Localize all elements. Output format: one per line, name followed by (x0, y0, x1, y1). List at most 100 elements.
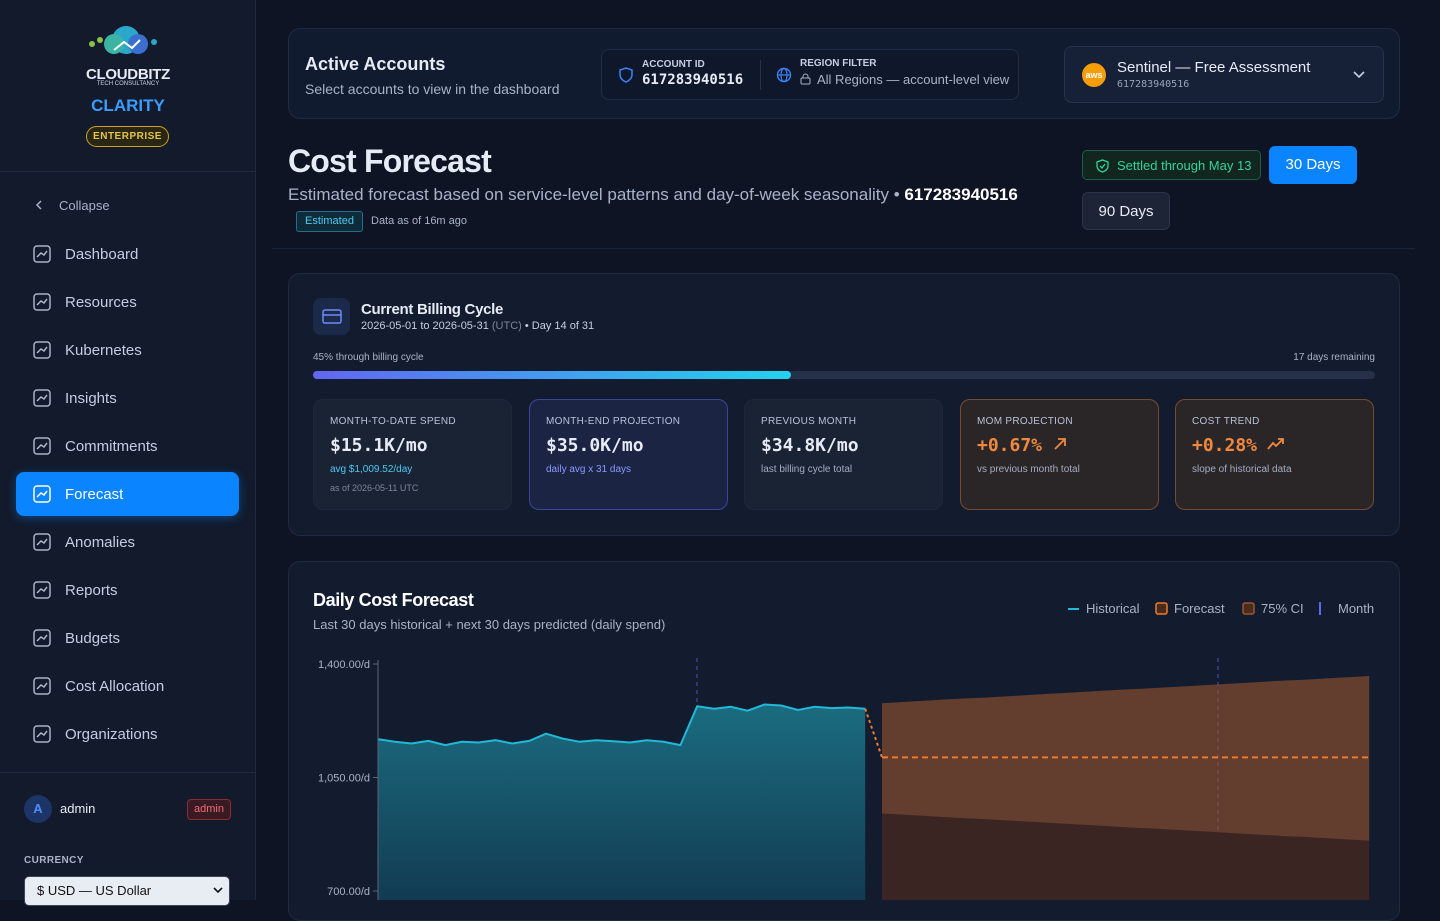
region-value: All Regions — account-level view (817, 72, 1010, 87)
nav-item[interactable]: Cost Allocation (16, 664, 239, 708)
y-tick-label: 1,050.00/d (318, 773, 370, 785)
icon-shape (36, 730, 48, 738)
logo-mark (89, 26, 157, 54)
stat-note: last billing cycle total (761, 464, 853, 475)
stat-label: PREVIOUS MONTH (761, 416, 857, 427)
historical-area (378, 704, 866, 900)
range-button[interactable]: 90 Days (1082, 192, 1170, 230)
nav-item[interactable]: Insights (16, 376, 239, 420)
icon-shape (33, 581, 51, 599)
divider (0, 171, 255, 172)
icon (776, 67, 792, 83)
icon (619, 67, 633, 83)
icon (33, 581, 51, 599)
nav-label: Reports (65, 581, 118, 599)
icon-shape (36, 298, 48, 306)
icon-shape (36, 442, 48, 450)
range-button[interactable]: 30 Days (1269, 146, 1357, 184)
collapse-button[interactable]: Collapse (16, 183, 239, 227)
account-chip[interactable]: ACCOUNT ID 617283940516 REGION FILTER Al… (601, 49, 1019, 100)
stat-value-text: $35.0K/mo (546, 435, 644, 456)
page-title: Cost Forecast (288, 143, 492, 179)
nav-item[interactable]: Resources (16, 280, 239, 324)
nav-label: Kubernetes (65, 341, 142, 359)
account-selector[interactable]: aws Sentinel — Free Assessment 617283940… (1064, 46, 1384, 103)
icon-shape (36, 634, 48, 642)
historical-line (377, 703, 866, 747)
freshness: Data as of 16m ago (371, 215, 468, 227)
stat-card: COST TREND +0.28% slope of historical data (1175, 399, 1374, 510)
trend-icon (1054, 438, 1066, 450)
nav-item[interactable]: Organizations (16, 712, 239, 756)
icon (33, 389, 51, 407)
settled-text: Settled through May 13 (1117, 158, 1252, 173)
icon (33, 533, 51, 551)
subtitle-text: Estimated forecast based on service-leve… (288, 185, 900, 204)
nav-label: Budgets (65, 629, 121, 647)
forecast-area (882, 813, 1370, 900)
icon (33, 629, 51, 647)
stat-value-text: $34.8K/mo (761, 435, 859, 456)
cycle-day: • Day 14 of 31 (524, 320, 595, 332)
icon-shape (33, 725, 51, 743)
divider (272, 248, 1415, 249)
icon-shape (1054, 438, 1066, 450)
legend-label: Month (1338, 601, 1374, 616)
stat-card: MOM PROJECTION +0.67% vs previous month to… (960, 399, 1159, 510)
provider-icon: aws (1082, 63, 1106, 87)
nav-item[interactable]: Kubernetes (16, 328, 239, 372)
nav-item[interactable]: Anomalies (16, 520, 239, 564)
stat-value: +0.67% (977, 435, 1142, 456)
icon-shape (33, 341, 51, 359)
icon-shape (33, 533, 51, 551)
icon (322, 309, 342, 324)
stat-card: MONTH-TO-DATE SPEND $15.1K/mo avg $1,009.5… (313, 399, 512, 510)
nav-label: Resources (65, 293, 137, 311)
legend-swatch (1242, 602, 1255, 615)
currency-label: CURRENCY (24, 855, 84, 866)
account-id: 617283940516 (642, 72, 744, 88)
account-bar: Active Accounts Select accounts to view … (288, 28, 1400, 119)
product-name: CLARITY (91, 96, 165, 115)
legend-swatch (1155, 602, 1168, 615)
nav-item[interactable]: Commitments (16, 424, 239, 468)
nav-item[interactable]: Dashboard (16, 232, 239, 276)
nav-label: Cost Allocation (65, 677, 165, 695)
nav-item[interactable]: Reports (16, 568, 239, 612)
nav-item[interactable]: Forecast (16, 472, 239, 516)
icon-shape (33, 629, 51, 647)
tier-badge: ENTERPRISE (86, 126, 169, 147)
stat-card: PREVIOUS MONTH $34.8K/mo last billing cycl… (744, 399, 943, 510)
stat-value: +0.28% (1192, 435, 1357, 456)
nav-item[interactable]: Budgets (16, 616, 239, 660)
chart-subtitle: Last 30 days historical + next 30 days p… (313, 617, 665, 632)
progress-track (313, 371, 1375, 379)
avatar: A (24, 795, 52, 823)
stat-value-text: $15.1K/mo (330, 435, 428, 456)
nav-label: Commitments (65, 437, 158, 455)
legend-label: Forecast (1174, 601, 1225, 616)
icon (33, 245, 51, 263)
user-name: admin (60, 801, 96, 816)
icon (35, 200, 42, 210)
stat-note: avg $1,009.52/day (330, 464, 413, 475)
y-tick-label: 1,400.00/d (318, 659, 370, 671)
stat-value: $15.1K/mo (330, 435, 495, 456)
stat-label: MONTH-END PROJECTION (546, 416, 681, 427)
legend-label: 75% CI (1261, 601, 1304, 616)
stat-note: slope of historical data (1192, 464, 1292, 475)
icon-shape (33, 437, 51, 455)
account-id-label: ACCOUNT ID (642, 59, 705, 70)
region-label: REGION FILTER (800, 58, 877, 69)
timezone: (UTC) (491, 320, 522, 332)
chart-title: Daily Cost Forecast (313, 590, 474, 610)
icon-shape (33, 245, 51, 263)
icon-shape (33, 293, 51, 311)
account-number: 617283940516 (1117, 79, 1190, 90)
icon-shape (36, 394, 48, 402)
page-subtitle: Estimated forecast based on service-leve… (288, 185, 1018, 205)
stat-note: vs previous month total (977, 464, 1080, 475)
nav-label: Insights (65, 389, 117, 407)
icon (33, 293, 51, 311)
nav-label: Organizations (65, 725, 158, 743)
